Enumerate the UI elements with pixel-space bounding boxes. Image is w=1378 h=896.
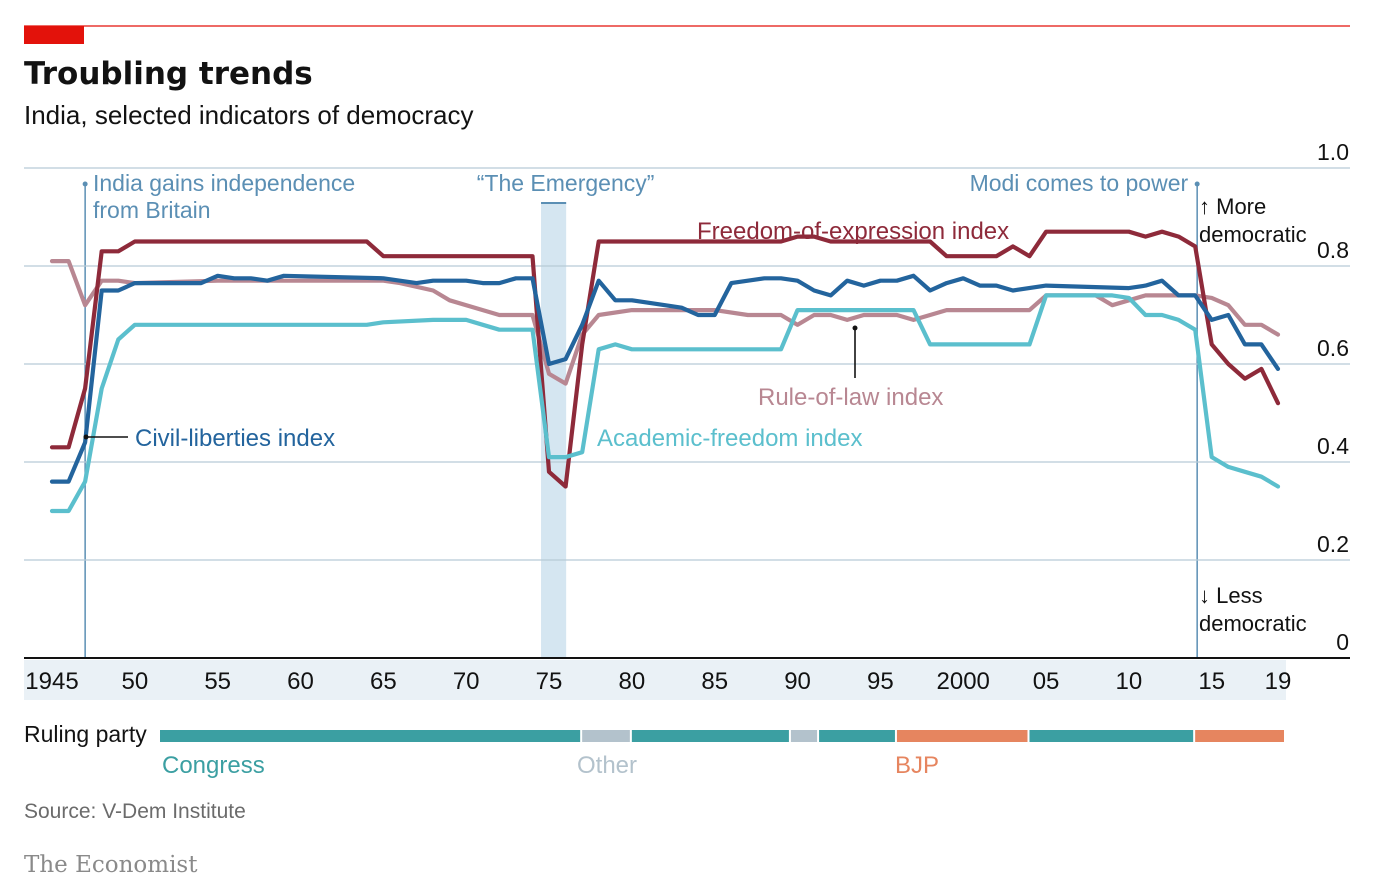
x-tick-label: 50 — [121, 668, 148, 695]
series-line — [49, 229, 1281, 489]
emergency-annotation: “The Emergency” — [477, 170, 655, 196]
y-tick-label: 0.6 — [1317, 335, 1349, 361]
civil-liberties-leader-dot — [83, 434, 89, 440]
x-tick-label: 10 — [1116, 668, 1143, 695]
y-tick-label: 0.4 — [1317, 433, 1349, 459]
x-tick-label: 85 — [701, 668, 728, 695]
ruling-party-segment — [631, 730, 789, 742]
series-label: Rule-of-law index — [758, 384, 943, 411]
y-tick-label: 0.8 — [1317, 237, 1349, 263]
x-tick-label: 05 — [1033, 668, 1060, 695]
x-tick-label: 60 — [287, 668, 314, 695]
ruling-party-legend-label: Congress — [162, 752, 265, 779]
independence-annotation: India gains independence from Britain — [93, 170, 355, 223]
series-label: Civil-liberties index — [135, 425, 335, 452]
x-tick-label: 65 — [370, 668, 397, 695]
rule-of-law-leader-dot — [852, 325, 858, 331]
ruling-party-segment — [582, 730, 630, 742]
series-line — [49, 273, 1281, 484]
grid-layer — [24, 167, 1350, 561]
y-tick-label: 0 — [1336, 629, 1349, 655]
ruling-party-legend-label: BJP — [895, 752, 939, 779]
y-tick-label: 0.2 — [1317, 531, 1349, 557]
x-tick-label: 80 — [619, 668, 646, 695]
less-democratic-label: ↓ Less democratic — [1199, 583, 1307, 636]
y-tick-label: 1.0 — [1317, 139, 1349, 165]
ruling-party-segment — [819, 730, 895, 742]
ruling-party-strip: Ruling party Congress Other BJP — [24, 721, 1284, 779]
x-tick-label: 2000 — [937, 668, 990, 695]
series-line — [49, 259, 1281, 386]
ruling-party-segment — [896, 730, 1028, 742]
accent-tag — [24, 26, 84, 44]
modi-annotation: Modi comes to power — [970, 170, 1189, 196]
label-layer: India gains independence from Britain “The… — [83, 170, 1189, 452]
axis-layer: 1.0 0.8 0.6 0.4 0.2 0 1945 50 55 60 65 70 75 80 85 90 95… — [24, 139, 1350, 695]
x-tick-label: 15 — [1198, 668, 1225, 695]
series-layer — [49, 229, 1281, 514]
x-tick-label: 90 — [784, 668, 811, 695]
economist-logo: The Economist — [24, 852, 198, 878]
ruling-party-segment — [1029, 730, 1194, 742]
ruling-party-segment — [160, 730, 581, 742]
x-tick-label: 95 — [867, 668, 894, 695]
ruling-party-label: Ruling party — [24, 721, 147, 747]
chart-title: Troubling trends — [24, 56, 313, 92]
ruling-party-segment — [1195, 730, 1284, 742]
more-democratic-label: ↑ More democratic — [1199, 194, 1307, 247]
series-label: Academic-freedom index — [597, 425, 862, 452]
x-tick-label: 1945 — [25, 668, 78, 695]
x-tick-label: 55 — [204, 668, 231, 695]
x-tick-label: 70 — [453, 668, 480, 695]
x-tick-label: 19 — [1265, 668, 1292, 695]
x-tick-label: 75 — [536, 668, 563, 695]
ruling-party-segment — [790, 730, 818, 742]
series-label: Freedom-of-expression index — [697, 218, 1009, 245]
chart-subtitle: India, selected indicators of democracy — [24, 100, 473, 130]
series-line — [49, 293, 1281, 514]
modi-dot — [1194, 181, 1200, 187]
independence-dot — [82, 181, 88, 187]
ruling-party-legend-label: Other — [577, 752, 637, 779]
x-axis-band — [24, 660, 1286, 700]
source-note: Source: V-Dem Institute — [24, 800, 246, 823]
